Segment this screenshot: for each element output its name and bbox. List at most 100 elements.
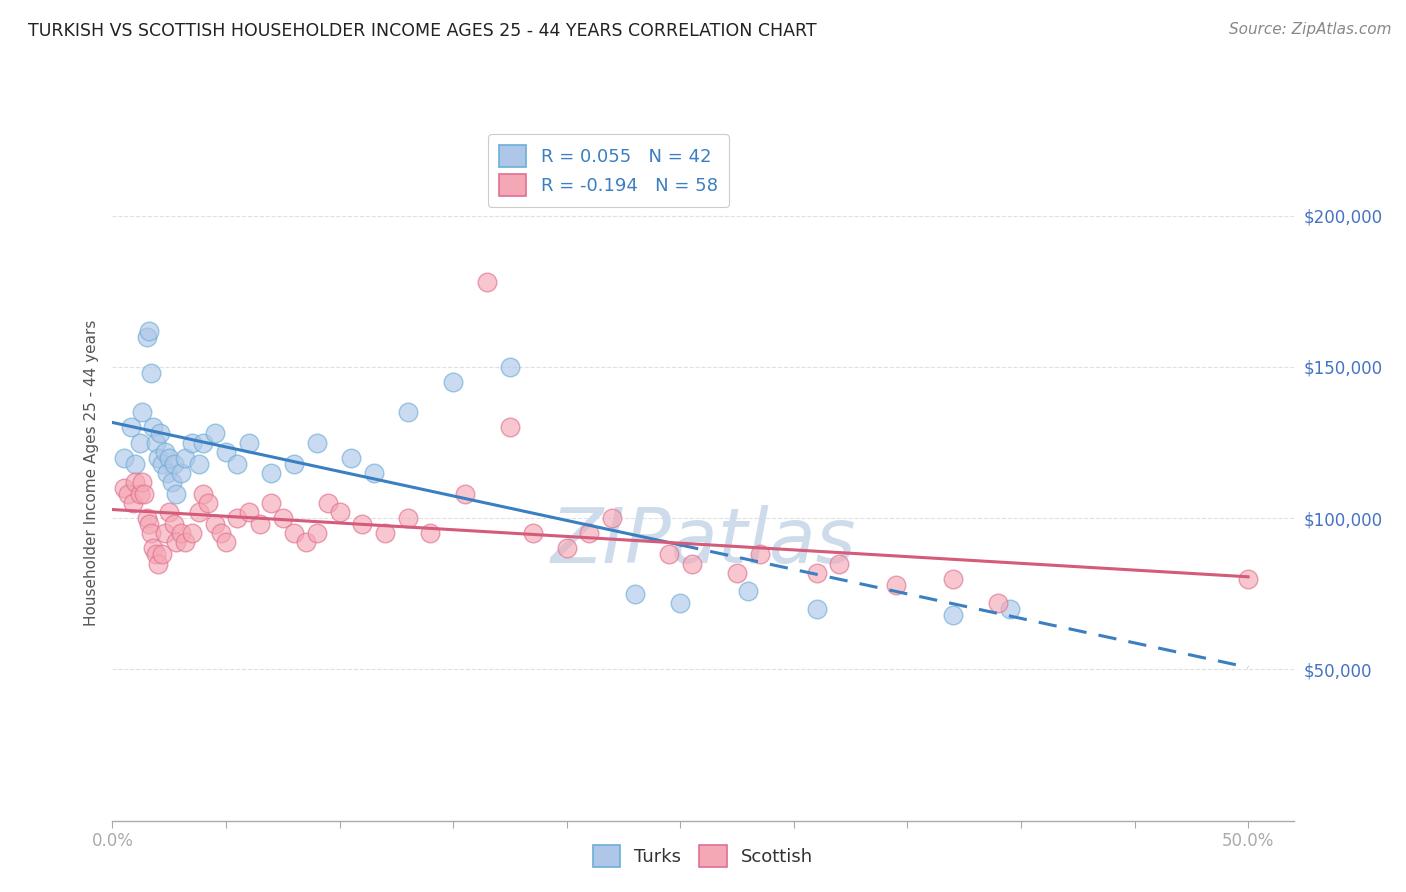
Legend: Turks, Scottish: Turks, Scottish — [586, 838, 820, 874]
Point — [122, 496, 145, 510]
Point — [112, 481, 135, 495]
Point — [658, 548, 681, 562]
Point — [124, 457, 146, 471]
Point — [156, 466, 179, 480]
Point — [153, 444, 176, 458]
Point — [260, 496, 283, 510]
Point — [117, 487, 139, 501]
Point — [305, 526, 328, 541]
Point — [181, 435, 204, 450]
Point — [165, 535, 187, 549]
Point — [152, 457, 174, 471]
Point — [138, 324, 160, 338]
Point — [153, 526, 176, 541]
Point — [522, 526, 544, 541]
Point — [942, 607, 965, 622]
Point — [374, 526, 396, 541]
Point — [142, 541, 165, 556]
Point — [806, 602, 828, 616]
Point — [181, 526, 204, 541]
Point — [215, 444, 238, 458]
Point — [204, 426, 226, 441]
Point — [987, 596, 1010, 610]
Point — [737, 583, 759, 598]
Point — [283, 457, 305, 471]
Point — [624, 587, 647, 601]
Point — [283, 526, 305, 541]
Point — [396, 405, 419, 419]
Point — [120, 420, 142, 434]
Point — [165, 487, 187, 501]
Point — [681, 557, 703, 571]
Point — [271, 511, 294, 525]
Point — [135, 511, 157, 525]
Point — [187, 457, 209, 471]
Point — [238, 435, 260, 450]
Point — [124, 475, 146, 489]
Point — [578, 526, 600, 541]
Point — [226, 457, 249, 471]
Point — [1237, 572, 1260, 586]
Point — [396, 511, 419, 525]
Point — [477, 275, 499, 289]
Point — [134, 487, 156, 501]
Point — [305, 435, 328, 450]
Legend: R = 0.055   N = 42, R = -0.194   N = 58: R = 0.055 N = 42, R = -0.194 N = 58 — [488, 134, 728, 207]
Point — [555, 541, 578, 556]
Point — [748, 548, 770, 562]
Point — [157, 505, 180, 519]
Point — [139, 366, 162, 380]
Point — [193, 487, 215, 501]
Point — [128, 487, 150, 501]
Point — [806, 566, 828, 580]
Point — [441, 375, 464, 389]
Point — [294, 535, 316, 549]
Point — [135, 329, 157, 343]
Point — [329, 505, 352, 519]
Point — [138, 517, 160, 532]
Point — [163, 457, 186, 471]
Point — [139, 526, 162, 541]
Point — [499, 420, 522, 434]
Point — [163, 517, 186, 532]
Point — [204, 517, 226, 532]
Point — [226, 511, 249, 525]
Point — [340, 450, 363, 465]
Point — [211, 526, 233, 541]
Point — [112, 450, 135, 465]
Point — [152, 548, 174, 562]
Point — [145, 548, 167, 562]
Point — [998, 602, 1021, 616]
Point — [149, 426, 172, 441]
Point — [352, 517, 374, 532]
Point — [884, 577, 907, 591]
Point — [193, 435, 215, 450]
Point — [260, 466, 283, 480]
Text: Source: ZipAtlas.com: Source: ZipAtlas.com — [1229, 22, 1392, 37]
Point — [238, 505, 260, 519]
Point — [942, 572, 965, 586]
Point — [128, 435, 150, 450]
Point — [249, 517, 271, 532]
Point — [197, 496, 219, 510]
Point — [146, 450, 169, 465]
Point — [174, 535, 197, 549]
Point — [215, 535, 238, 549]
Point — [187, 505, 209, 519]
Point — [174, 450, 197, 465]
Point — [725, 566, 748, 580]
Text: ZIPatlas: ZIPatlas — [550, 506, 856, 579]
Point — [146, 557, 169, 571]
Point — [453, 487, 475, 501]
Point — [600, 511, 623, 525]
Point — [145, 435, 167, 450]
Point — [669, 596, 692, 610]
Point — [828, 557, 851, 571]
Point — [131, 405, 153, 419]
Point — [131, 475, 153, 489]
Point — [160, 475, 183, 489]
Point — [363, 466, 385, 480]
Point — [499, 359, 522, 374]
Point — [169, 526, 191, 541]
Point — [142, 420, 165, 434]
